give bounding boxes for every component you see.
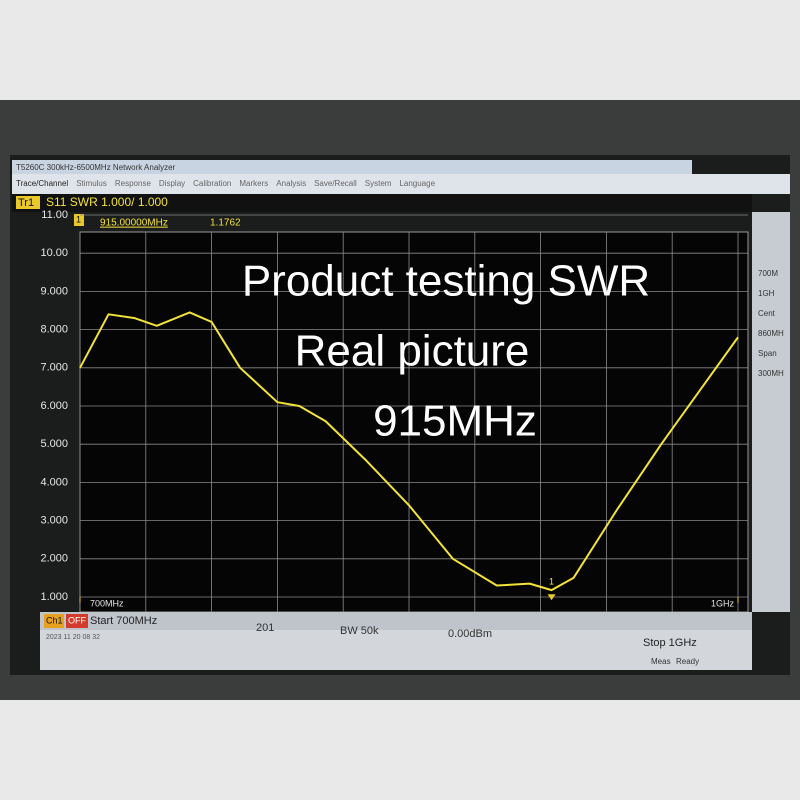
trace-label: S11 SWR 1.000/ 1.000: [46, 195, 168, 209]
y-tick-label: 9.000: [40, 285, 68, 297]
y-tick-label: 10.00: [40, 247, 68, 259]
status-channel: Ch1: [46, 615, 63, 625]
y-tick-label: 6.000: [40, 400, 68, 412]
status-bar: [40, 612, 752, 630]
trace-bar: [12, 194, 752, 212]
status-off: OFF: [68, 615, 86, 625]
menu-item: Stimulus: [76, 179, 107, 188]
status-start: Start 700MHz: [90, 615, 157, 627]
trace-line: [79, 311, 739, 592]
marker-frequency: 915.00000MHz: [100, 218, 168, 229]
window-title: T5260C 300kHz-6500MHz Network Analyzer: [16, 163, 176, 172]
menu-item: Response: [115, 179, 152, 188]
marker-triangle: [547, 594, 556, 601]
channel-badge: [44, 614, 64, 628]
menu-bar: [12, 174, 790, 194]
status-stop: Stop 1GHz: [643, 637, 697, 649]
side-panel-text: 860MH: [758, 329, 784, 338]
lower-status: [40, 630, 752, 670]
status-bandwidth: BW 50k: [340, 625, 379, 637]
menu-item: Markers: [239, 179, 268, 188]
menu-item: Save/Recall: [314, 179, 357, 188]
marker-badge: [74, 214, 84, 226]
y-tick-label: 1.000: [40, 591, 68, 603]
menu-item: Display: [159, 179, 185, 188]
status-power: 0.00dBm: [448, 628, 492, 640]
y-tick-label: 5.000: [40, 438, 68, 450]
menu-item: Analysis: [276, 179, 306, 188]
marker-tag: 1: [549, 577, 554, 587]
status-meas: Meas: [651, 657, 671, 666]
y-tick-label: 3.000: [40, 515, 68, 527]
side-panel: [752, 212, 790, 612]
menu-item: Calibration: [193, 179, 231, 188]
y-tick-label: 2.000: [40, 553, 68, 565]
side-panel-text: Cent: [758, 309, 776, 318]
x-tick-label: 1GHz: [711, 598, 735, 608]
status-ready: Ready: [676, 657, 699, 666]
off-badge: [66, 614, 88, 628]
menu-item: System: [365, 179, 392, 188]
menu-item: Trace/Channel: [16, 179, 68, 188]
trace-id: Tr1: [18, 197, 34, 209]
status-timestamp: 2023 11 20 08 32: [46, 634, 100, 641]
menu-item: Language: [399, 179, 435, 188]
x-tick-label: 700MHz: [90, 598, 124, 608]
y-tick-label: 8.000: [40, 324, 68, 336]
side-panel-text: 300MH: [758, 369, 784, 378]
title-bar: [12, 160, 692, 174]
status-points: 201: [256, 622, 274, 634]
marker-value: 1.1762: [210, 218, 241, 229]
trace-badge: [16, 196, 40, 209]
y-tick-label: 11.00: [41, 209, 68, 221]
marker-number: 1: [76, 214, 81, 224]
y-tick-label: 7.000: [40, 362, 68, 374]
overlay-line: Real picture: [295, 327, 530, 376]
overlay-line: Product testing SWR: [242, 257, 650, 306]
side-panel-text: Span: [758, 349, 777, 358]
side-panel-text: 1GH: [758, 289, 775, 298]
y-tick-label: 4.000: [40, 476, 68, 488]
overlay-line: 915MHz: [373, 397, 537, 446]
side-panel-text: 700M: [758, 269, 778, 278]
